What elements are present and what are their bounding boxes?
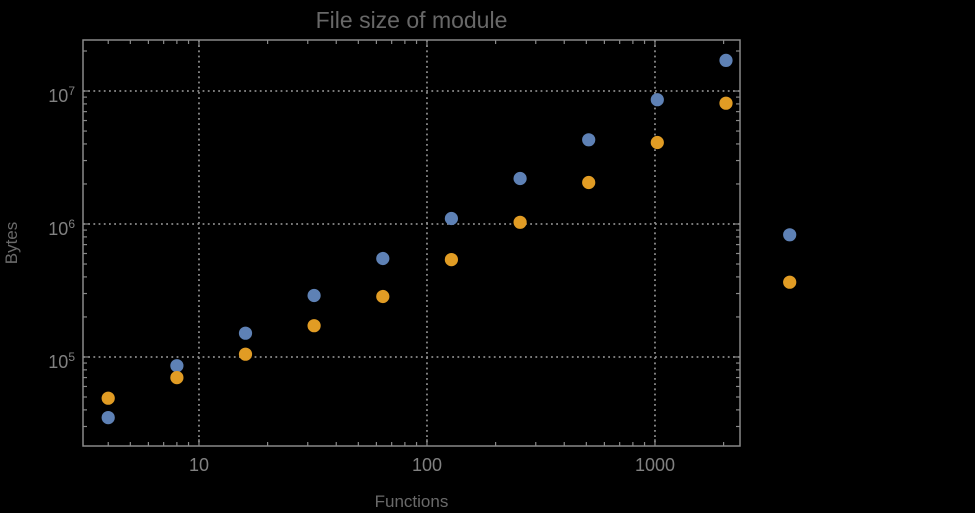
y-tick-label: 105 bbox=[48, 349, 75, 372]
data-point-blue bbox=[582, 133, 596, 147]
data-point-blue bbox=[101, 411, 115, 425]
data-point-orange bbox=[783, 275, 797, 289]
data-point-orange bbox=[513, 215, 527, 229]
data-point-orange bbox=[376, 289, 390, 304]
data-point-orange bbox=[238, 347, 253, 361]
data-point-blue bbox=[376, 251, 390, 266]
data-point-orange bbox=[307, 319, 321, 333]
plot-frame bbox=[82, 39, 741, 447]
data-point-orange bbox=[101, 391, 115, 405]
data-point-blue bbox=[307, 288, 321, 303]
x-tick-label: 10 bbox=[188, 455, 209, 475]
data-point-orange bbox=[650, 135, 664, 150]
x-tick-label: 1000 bbox=[634, 455, 675, 475]
y-tick-label: 107 bbox=[48, 84, 75, 107]
x-axis-label: Functions bbox=[374, 492, 449, 511]
chart-title: File size of module bbox=[315, 7, 508, 33]
data-point-orange bbox=[444, 253, 458, 267]
data-point-blue bbox=[783, 228, 797, 242]
data-point-orange bbox=[170, 371, 184, 385]
data-point-blue bbox=[513, 171, 527, 186]
data-point-blue bbox=[170, 359, 184, 373]
data-point-blue bbox=[444, 211, 458, 226]
data-point-orange bbox=[719, 96, 733, 110]
data-point-orange bbox=[582, 175, 596, 190]
data-point-blue bbox=[650, 93, 664, 107]
y-tick-label: 106 bbox=[48, 217, 75, 239]
data-point-blue bbox=[238, 326, 253, 340]
data-point-blue bbox=[719, 53, 733, 67]
x-tick-label: 100 bbox=[411, 455, 442, 475]
